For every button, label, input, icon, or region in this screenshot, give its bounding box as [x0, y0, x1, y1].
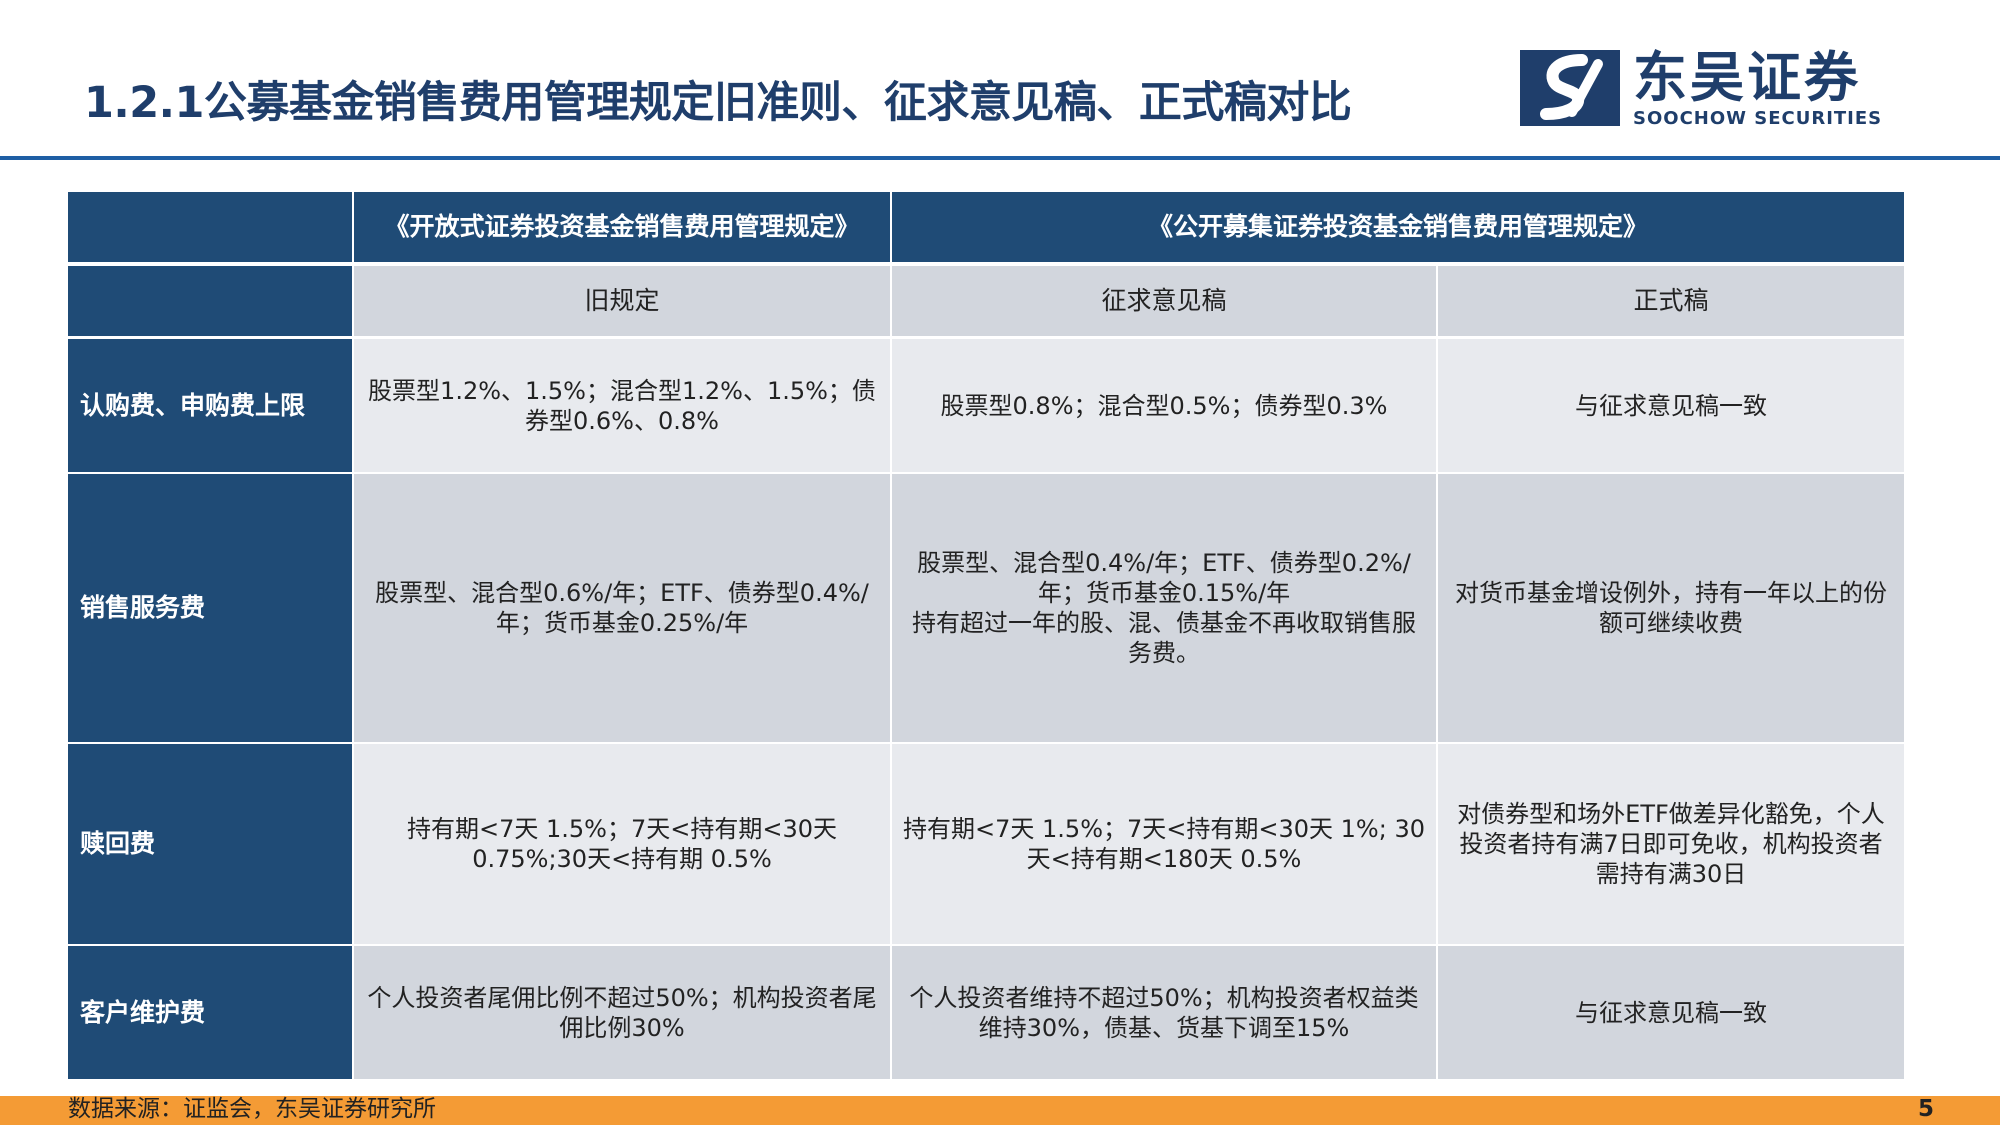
row-label-redemption-fee: 赎回费: [68, 744, 352, 944]
cell-redemption-old: 持有期<7天 1.5%；7天<持有期<30天 0.75%;30天<持有期 0.5…: [354, 744, 890, 944]
logo-english-name: SOOCHOW SECURITIES: [1633, 108, 1883, 129]
header-blank-cell: [68, 192, 352, 262]
header-old-regulation: 《开放式证券投资基金销售费用管理规定》: [354, 192, 890, 262]
cell-subscription-draft: 股票型0.8%；混合型0.5%；债券型0.3%: [892, 339, 1436, 472]
row-label-subscription-fee: 认购费、申购费上限: [68, 339, 352, 472]
logo-chinese-name: 东吴证券: [1633, 46, 1861, 109]
cell-maintenance-old: 个人投资者尾佣比例不超过50%；机构投资者尾佣比例30%: [354, 946, 890, 1079]
subheader-old: 旧规定: [354, 266, 890, 336]
data-source-note: 数据来源：证监会，东吴证券研究所: [68, 1096, 436, 1122]
subheader-final: 正式稿: [1438, 266, 1904, 336]
row-label-sales-service-fee: 销售服务费: [68, 474, 352, 742]
subheader-blank-cell: [68, 266, 352, 336]
footer-bar: [0, 1096, 2000, 1125]
cell-service-draft: 股票型、混合型0.4%/年；ETF、债券型0.2%/年；货币基金0.15%/年 …: [892, 474, 1436, 742]
subheader-draft: 征求意见稿: [892, 266, 1436, 336]
cell-subscription-final: 与征求意见稿一致: [1438, 339, 1904, 472]
cell-service-final: 对货币基金增设例外，持有一年以上的份额可继续收费: [1438, 474, 1904, 742]
cell-redemption-draft: 持有期<7天 1.5%；7天<持有期<30天 1%; 30天<持有期<180天 …: [892, 744, 1436, 944]
row-label-client-maintenance-fee: 客户维护费: [68, 946, 352, 1079]
cell-subscription-old: 股票型1.2%、1.5%；混合型1.2%、1.5%；债券型0.6%、0.8%: [354, 339, 890, 472]
page-number: 5: [1917, 1096, 1934, 1122]
header-new-regulation: 《公开募集证券投资基金销售费用管理规定》: [892, 192, 1904, 262]
cell-redemption-final: 对债券型和场外ETF做差异化豁免，个人投资者持有满7日即可免收，机构投资者需持有…: [1438, 744, 1904, 944]
cell-maintenance-draft: 个人投资者维持不超过50%；机构投资者权益类维持30%，债基、货基下调至15%: [892, 946, 1436, 1079]
soochow-logo-mark-icon: [1520, 50, 1620, 126]
cell-service-old: 股票型、混合型0.6%/年；ETF、债券型0.4%/年；货币基金0.25%/年: [354, 474, 890, 742]
soochow-logo: 东吴证券 SOOCHOW SECURITIES: [1520, 46, 1881, 132]
header-divider: [0, 156, 2000, 160]
page-title: 1.2.1公募基金销售费用管理规定旧准则、征求意见稿、正式稿对比: [84, 78, 1352, 128]
cell-maintenance-final: 与征求意见稿一致: [1438, 946, 1904, 1079]
